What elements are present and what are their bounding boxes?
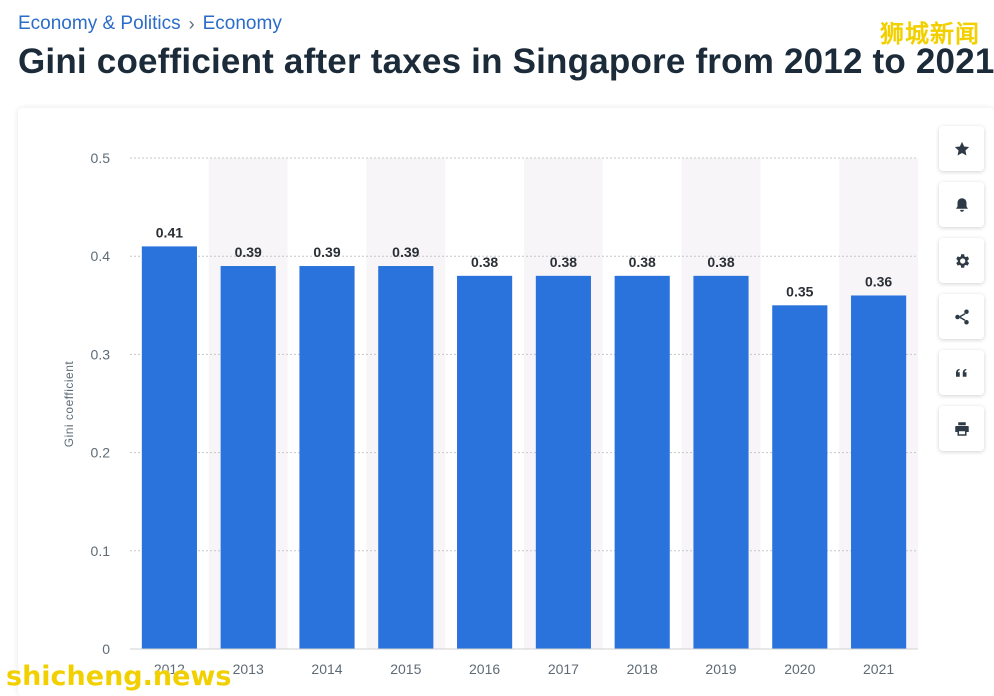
cite-button[interactable] [939, 350, 984, 395]
bar-2012 [141, 246, 197, 649]
x-tick-label-2021: 2021 [863, 661, 894, 677]
value-label-2020: 0.35 [786, 283, 813, 299]
bar-2018 [614, 275, 670, 649]
watermark-bottom: shicheng.news [6, 661, 232, 692]
share-icon [954, 309, 969, 324]
value-label-2017: 0.38 [550, 254, 577, 270]
breadcrumb-separator: › [188, 13, 195, 34]
value-label-2015: 0.39 [392, 244, 419, 260]
breadcrumb-item-economy[interactable]: Economy [202, 13, 282, 34]
watermark-top: 狮城新闻 [880, 20, 980, 48]
y-tick-label: 0.2 [91, 445, 111, 461]
bar-2017 [535, 275, 591, 649]
value-label-2016: 0.38 [471, 254, 498, 270]
y-tick-label: 0.4 [91, 248, 111, 264]
y-axis-title: Gini coefficient [62, 361, 76, 448]
breadcrumb: Economy & Politics › Economy [18, 13, 282, 35]
bar-2013 [220, 266, 276, 649]
y-tick-label: 0.3 [91, 346, 111, 362]
value-label-2019: 0.38 [707, 254, 734, 270]
settings-button[interactable] [939, 238, 984, 283]
share-button[interactable] [939, 294, 984, 339]
star-icon [954, 141, 969, 155]
x-tick-label-2012: 2012 [154, 661, 185, 677]
bars [130, 246, 918, 650]
print-icon [954, 421, 969, 436]
chart-toolbar [939, 126, 984, 462]
x-tick-label-2018: 2018 [627, 661, 658, 677]
value-label-2012: 0.41 [156, 224, 183, 240]
page-title: Gini coefficient after taxes in Singapor… [18, 42, 994, 81]
x-tick-label-2016: 2016 [469, 661, 500, 677]
y-tick-label: 0 [102, 641, 110, 657]
x-tick-label-2015: 2015 [390, 661, 421, 677]
x-tick-label-2017: 2017 [548, 661, 579, 677]
bell-icon [955, 197, 968, 212]
y-tick-label: 0.1 [91, 543, 111, 559]
value-label-2021: 0.36 [865, 273, 892, 289]
bar-2019 [693, 275, 749, 649]
bar-2020 [772, 305, 828, 649]
print-button[interactable] [939, 406, 984, 451]
y-tick-label: 0.5 [91, 150, 111, 166]
bar-2015 [378, 266, 434, 649]
favorite-button[interactable] [939, 126, 984, 171]
x-axis-ticks: 2012 2013 2014 2015 2016 2017 2018 2019 2020 2021 [154, 661, 895, 677]
bar-2016 [457, 275, 513, 649]
x-tick-label-2013: 2013 [233, 661, 264, 677]
x-tick-label-2019: 2019 [705, 661, 736, 677]
bar-2021 [851, 295, 907, 649]
notification-button[interactable] [939, 182, 984, 227]
x-tick-label-2014: 2014 [311, 661, 342, 677]
breadcrumb-item-economy-politics[interactable]: Economy & Politics [18, 13, 181, 34]
gear-icon [955, 253, 969, 268]
x-tick-label-2020: 2020 [784, 661, 815, 677]
value-labels: 0.41 0.39 0.39 0.39 0.38 0.38 0.38 0.38 0.35 0.36 [156, 224, 893, 299]
y-axis-ticks: 0 0.1 0.2 0.3 0.4 0.5 [91, 150, 111, 657]
value-label-2014: 0.39 [313, 244, 340, 260]
value-label-2018: 0.38 [629, 254, 656, 270]
bar-2014 [299, 266, 355, 649]
quote-icon [955, 368, 966, 377]
value-label-2013: 0.39 [235, 244, 262, 260]
